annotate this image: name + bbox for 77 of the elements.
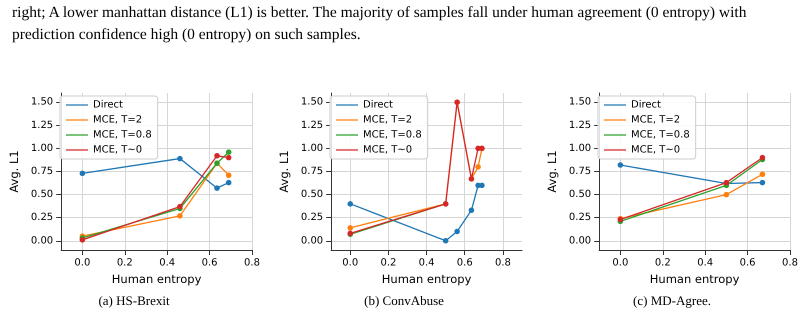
point [177, 213, 183, 219]
point [475, 164, 481, 170]
y-tick-label: 0.75 [300, 166, 324, 177]
x-tick-label: 0.0 [74, 258, 90, 268]
legend-label: MCE, T=2 [363, 114, 412, 126]
point [226, 172, 232, 178]
point [760, 180, 766, 186]
y-axis-title: Avg. L1 [545, 150, 559, 193]
point [226, 180, 232, 186]
legend-label: MCE, T=2 [93, 114, 142, 126]
x-axis-title: Human entropy [650, 272, 740, 286]
y-tick-label: 1.00 [300, 142, 324, 154]
x-tick-label: 0.4 [697, 258, 714, 268]
y-tick-label: 0.00 [568, 235, 592, 246]
x-tick-label: 0.8 [494, 258, 511, 268]
legend-label: MCE, T=0.8 [363, 130, 422, 140]
point [442, 238, 448, 244]
x-tick-label: 0.2 [116, 258, 133, 268]
y-tick-label: 1.25 [300, 120, 324, 131]
x-tick-label: 0.4 [159, 258, 176, 268]
y-tick-label: 0.25 [30, 212, 54, 224]
x-tick-label: 0.4 [418, 258, 435, 268]
y-tick-label: 1.25 [568, 120, 592, 131]
legend-label: Direct [93, 100, 124, 110]
x-axis-title: Human entropy [382, 272, 472, 286]
x-tick-label: 0.2 [380, 258, 396, 268]
y-axis-title: Avg. L1 [277, 150, 291, 193]
y-tick-label: 0.00 [30, 235, 54, 246]
point [348, 201, 353, 207]
y-tick-label: 1.00 [568, 142, 592, 154]
x-tick-label: 0.6 [456, 258, 473, 268]
y-tick-label: 0.50 [568, 189, 592, 200]
y-tick-label: 1.00 [30, 142, 54, 154]
legend-label: Direct [363, 100, 394, 110]
y-tick-label: 0.25 [300, 212, 324, 224]
y-tick-label: 1.25 [30, 120, 54, 131]
point [214, 185, 220, 191]
point [348, 225, 353, 231]
legend-label: MCE, T~0 [363, 144, 412, 156]
y-tick-label: 0.75 [30, 166, 54, 177]
y-tick-label: 0.00 [300, 235, 324, 246]
point [454, 228, 460, 234]
x-tick-label: 0.0 [612, 258, 628, 268]
legend-label: MCE, T=0.8 [631, 130, 690, 140]
y-tick-label: 0.50 [300, 189, 324, 200]
x-tick-label: 0.2 [654, 258, 671, 268]
point [177, 156, 183, 162]
legend-label: Direct [631, 100, 662, 110]
text: (a) HS-Brexit [98, 293, 170, 308]
point [226, 154, 232, 160]
x-axis-title: Human entropy [112, 272, 202, 286]
point [724, 192, 730, 198]
legend-label: MCE, T~0 [631, 144, 680, 156]
x-tick-label: 0.0 [342, 258, 358, 268]
x-tick-label: 0.8 [782, 258, 798, 268]
y-tick-label: 0.75 [568, 166, 592, 177]
y-tick-label: 0.25 [568, 212, 592, 224]
y-tick-label: 0.50 [30, 189, 54, 200]
y-tick-label: 1.50 [300, 96, 324, 108]
point [226, 149, 232, 155]
point [760, 172, 766, 178]
text: right; A lower manhattan distance (L1) is better. The majority of samples fall under human agreement (0 entropy) with prediction confidence high (0 entropy) on such samples. [12, 3, 748, 45]
point [214, 153, 220, 159]
legend-label: MCE, T~0 [93, 144, 142, 156]
point [80, 170, 86, 176]
x-tick-label: 0.6 [202, 258, 218, 268]
y-tick-label: 1.50 [30, 96, 54, 108]
text: (c) MD-Agree. [633, 293, 711, 308]
point [468, 208, 474, 214]
point [618, 162, 624, 168]
y-axis-title: Avg. L1 [7, 150, 21, 193]
y-tick-label: 1.50 [568, 96, 592, 108]
text: (b) ConvAbuse [364, 293, 444, 308]
legend-label: MCE, T=2 [631, 114, 680, 126]
x-tick-label: 0.8 [244, 258, 260, 268]
x-tick-label: 0.6 [740, 258, 756, 268]
legend-label: MCE, T=0.8 [93, 130, 152, 140]
